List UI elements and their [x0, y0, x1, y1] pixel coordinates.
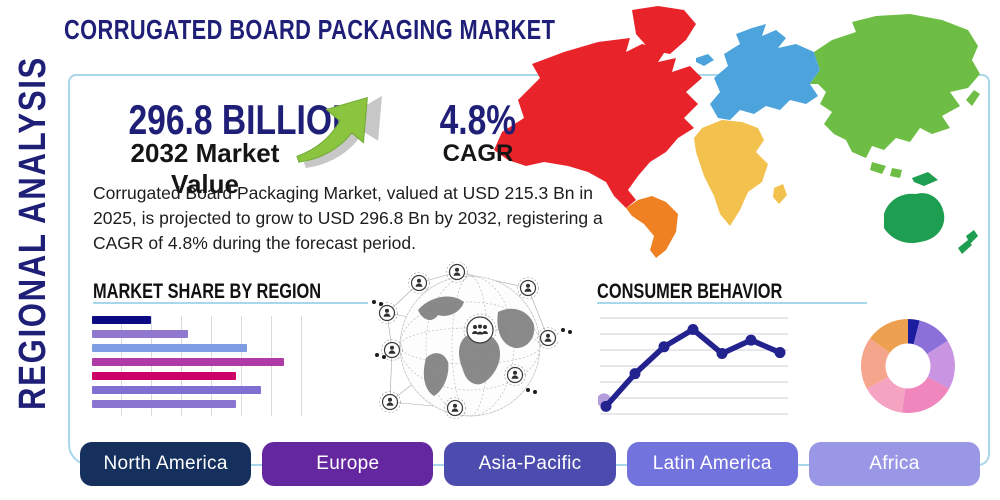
map-new-guinea — [912, 172, 938, 186]
market-value: 296.8 BILLION — [128, 96, 357, 143]
consumer-behavior-underline — [597, 302, 867, 304]
line-chart-point — [600, 400, 612, 412]
decor-dot — [372, 300, 376, 304]
region-button-asia-pacific[interactable]: Asia-Pacific — [444, 442, 616, 486]
map-europe — [710, 24, 820, 120]
map-japan — [966, 90, 980, 106]
map-africa — [694, 120, 768, 226]
decor-dot — [568, 330, 572, 334]
donut-segment — [908, 319, 920, 345]
decor-dot — [533, 390, 537, 394]
growth-arrow-icon — [295, 84, 383, 170]
donut-segment — [913, 320, 948, 354]
page-title-text: CORRUGATED BOARD PACKAGING MARKET — [64, 14, 556, 45]
region-button-africa[interactable]: Africa — [808, 442, 981, 486]
map-indonesia — [870, 162, 886, 174]
decor-dot — [382, 355, 386, 359]
line-chart-point — [658, 341, 670, 353]
bar-segment — [92, 316, 152, 324]
map-south-america — [626, 196, 678, 258]
cagr-label: CAGR — [442, 140, 514, 167]
market-share-underline — [93, 302, 368, 304]
side-label: REGIONAL ANALYSIS — [4, 56, 56, 416]
network-person-node-icon — [444, 397, 466, 419]
line-chart-point — [629, 368, 641, 380]
bar-segment — [92, 358, 284, 366]
market-value-label: 2032 Market Value — [130, 138, 280, 199]
decor-dot — [561, 328, 565, 332]
map-greenland — [632, 6, 696, 54]
region-button-north-america[interactable]: North America — [80, 442, 252, 486]
donut-segment — [861, 338, 890, 389]
market-share-heading: MARKET SHARE BY REGION — [93, 280, 322, 303]
network-person-node-icon — [504, 364, 526, 386]
network-person-node-icon — [378, 302, 398, 324]
map-new-zealand — [958, 230, 978, 254]
line-chart-point — [687, 324, 699, 336]
decor-dot — [526, 388, 530, 392]
decor-dot — [379, 302, 383, 306]
map-madagascar — [773, 184, 787, 204]
map-indonesia-2 — [890, 168, 902, 178]
network-person-node-icon — [517, 277, 539, 299]
globe-network-illustration — [378, 262, 558, 419]
consumer-behavior-heading: CONSUMER BEHAVIOR — [597, 280, 783, 303]
map-north-america — [494, 38, 702, 208]
bar-segment — [92, 386, 261, 394]
bar-segment — [92, 344, 248, 352]
page-title: CORRUGATED BOARD PACKAGING MARKET — [64, 14, 694, 46]
bar-segment — [92, 330, 188, 338]
region-donut-chart — [861, 319, 955, 413]
line-chart-point — [745, 334, 757, 346]
network-person-node-icon — [446, 262, 468, 283]
decor-dot — [375, 353, 379, 357]
market-share-bar-chart — [92, 316, 310, 416]
line-chart-point — [774, 347, 786, 359]
cagr-value: 4.8% — [439, 96, 517, 143]
line-chart-point — [716, 348, 728, 360]
side-label-text: REGIONAL ANALYSIS — [12, 56, 54, 411]
globe-continents — [418, 296, 535, 396]
region-button-row: North America Europe Asia-Pacific Latin Ame… — [80, 442, 981, 486]
bar-segment — [92, 400, 236, 408]
network-person-node-icon — [537, 327, 558, 349]
map-australia — [884, 193, 945, 244]
network-person-node-icon — [463, 313, 497, 347]
region-button-latin-america[interactable]: Latin America — [626, 442, 798, 486]
network-person-node-icon — [381, 339, 403, 361]
region-button-europe[interactable]: Europe — [262, 442, 434, 486]
donut-segment — [902, 376, 950, 413]
donut-segment — [866, 376, 906, 413]
network-person-node-icon — [408, 272, 430, 294]
donut-segment — [926, 340, 955, 389]
donut-segment — [869, 319, 908, 353]
network-person-node-icon — [379, 391, 401, 413]
world-map — [494, 6, 980, 258]
map-iceland — [696, 54, 714, 66]
market-description: Corrugated Board Packaging Market, value… — [93, 183, 603, 253]
map-asia — [810, 14, 980, 158]
consumer-behavior-line-chart — [598, 317, 788, 415]
bar-segment — [92, 372, 236, 380]
